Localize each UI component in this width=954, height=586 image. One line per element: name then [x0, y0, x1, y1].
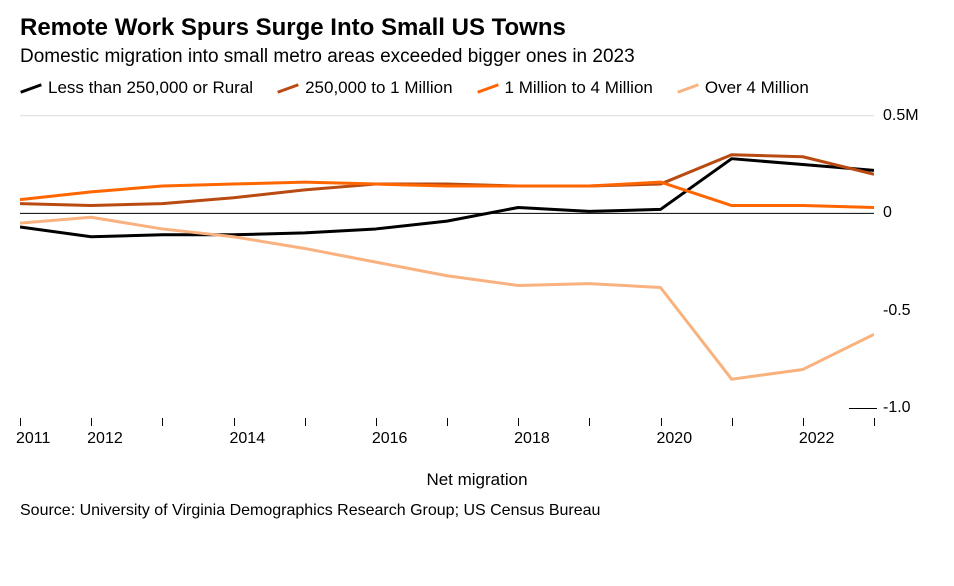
- legend-item: 1 Million to 4 Million: [477, 78, 653, 98]
- x-tick-mark: [874, 418, 875, 426]
- x-tick-mark: [91, 418, 92, 426]
- x-tick-mark: [518, 418, 519, 426]
- series-line: [20, 155, 874, 206]
- x-tick-mark: [447, 418, 448, 426]
- x-axis-title: Net migration: [20, 470, 934, 490]
- x-axis: 2011201220142016201820202022: [20, 428, 874, 466]
- chart-subtitle: Domestic migration into small metro area…: [20, 46, 934, 68]
- legend-swatch: [277, 83, 299, 93]
- x-tick-mark: [589, 418, 590, 426]
- x-tick-label: 2022: [799, 430, 835, 448]
- y-tick-label: 0.5M: [883, 107, 919, 125]
- y-tick-label: -0.5: [883, 302, 911, 320]
- legend-swatch: [677, 83, 699, 93]
- x-tick-mark: [162, 418, 163, 426]
- source-text: Source: University of Virginia Demograph…: [20, 502, 934, 520]
- chart-svg: [20, 106, 874, 428]
- x-tick-mark: [305, 418, 306, 426]
- legend-label: Over 4 Million: [705, 78, 809, 98]
- x-tick-mark: [376, 418, 377, 426]
- x-tick-mark: [803, 418, 804, 426]
- x-tick-mark: [732, 418, 733, 426]
- chart-title: Remote Work Spurs Surge Into Small US To…: [20, 14, 934, 42]
- legend-item: Over 4 Million: [677, 78, 809, 98]
- x-tick-label: 2020: [657, 430, 693, 448]
- chart-container: 0.5M0-0.5-1.0 20112012201420162018202020…: [20, 106, 934, 466]
- legend-label: 1 Million to 4 Million: [505, 78, 653, 98]
- x-tick-label: 2011: [16, 430, 50, 448]
- x-tick-label: 2012: [87, 430, 123, 448]
- legend-item: 250,000 to 1 Million: [277, 78, 452, 98]
- legend-swatch: [477, 83, 499, 93]
- x-tick-label: 2018: [514, 430, 550, 448]
- x-tick-label: 2016: [372, 430, 408, 448]
- legend-label: Less than 250,000 or Rural: [48, 78, 253, 98]
- x-tick-label: 2014: [230, 430, 266, 448]
- legend-swatch: [20, 83, 42, 93]
- x-tick-mark: [234, 418, 235, 426]
- x-tick-mark: [20, 418, 21, 426]
- legend-label: 250,000 to 1 Million: [305, 78, 452, 98]
- series-line: [20, 217, 874, 379]
- x-tick-mark: [661, 418, 662, 426]
- series-line: [20, 159, 874, 237]
- legend: Less than 250,000 or Rural 250,000 to 1 M…: [20, 78, 934, 98]
- legend-item: Less than 250,000 or Rural: [20, 78, 253, 98]
- plot-area: [20, 106, 874, 428]
- y-tick-label: -1.0: [883, 399, 911, 417]
- y-axis-labels: 0.5M 0 -0.5 -1.0: [879, 106, 934, 428]
- y-tick-label: 0: [883, 204, 892, 222]
